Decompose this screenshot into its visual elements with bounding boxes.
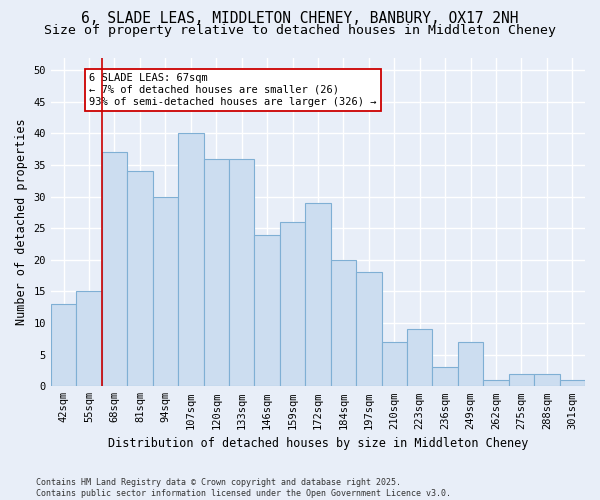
Bar	[458, 342, 483, 386]
Text: 6 SLADE LEAS: 67sqm
← 7% of detached houses are smaller (26)
93% of semi-detache: 6 SLADE LEAS: 67sqm ← 7% of detached hou…	[89, 74, 377, 106]
Text: 6, SLADE LEAS, MIDDLETON CHENEY, BANBURY, OX17 2NH: 6, SLADE LEAS, MIDDLETON CHENEY, BANBURY…	[81, 11, 519, 26]
Bar	[76, 292, 102, 386]
Bar	[433, 368, 458, 386]
Y-axis label: Number of detached properties: Number of detached properties	[15, 118, 28, 325]
Bar	[203, 158, 229, 386]
Bar	[152, 196, 178, 386]
Bar	[254, 234, 280, 386]
Bar	[178, 134, 203, 386]
X-axis label: Distribution of detached houses by size in Middleton Cheney: Distribution of detached houses by size …	[108, 437, 528, 450]
Text: Contains HM Land Registry data © Crown copyright and database right 2025.
Contai: Contains HM Land Registry data © Crown c…	[36, 478, 451, 498]
Bar	[509, 374, 534, 386]
Bar	[229, 158, 254, 386]
Bar	[407, 330, 433, 386]
Bar	[102, 152, 127, 386]
Bar	[534, 374, 560, 386]
Bar	[382, 342, 407, 386]
Bar	[280, 222, 305, 386]
Bar	[331, 260, 356, 386]
Text: Size of property relative to detached houses in Middleton Cheney: Size of property relative to detached ho…	[44, 24, 556, 37]
Bar	[560, 380, 585, 386]
Bar	[305, 203, 331, 386]
Bar	[51, 304, 76, 386]
Bar	[127, 172, 152, 386]
Bar	[356, 272, 382, 386]
Bar	[483, 380, 509, 386]
